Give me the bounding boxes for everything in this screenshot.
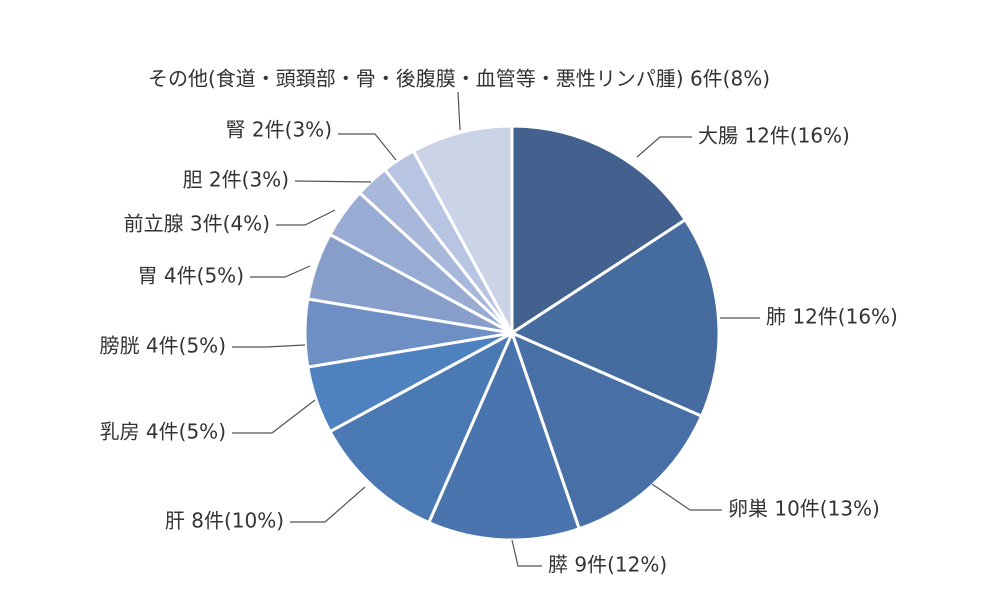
pie-slice-2: [509, 330, 704, 531]
slice-label-2: 卵巣 10件(13%): [728, 497, 880, 521]
leader-line-0: [636, 136, 692, 158]
pie-slice-4: [327, 329, 516, 525]
slice-label-5: 乳房 4件(5%): [100, 420, 226, 444]
leader-line-6: [232, 344, 306, 348]
slice-label-7: 胃 4件(5%): [138, 264, 244, 288]
slice-label-1: 肺 12件(16%): [766, 305, 898, 329]
leader-line-7: [250, 265, 311, 278]
slice-label-9: 胆 2件(3%): [183, 168, 289, 192]
pie-slice-1: [508, 217, 721, 419]
leader-lines: [232, 91, 760, 567]
slice-label-10: 腎 2件(3%): [226, 118, 332, 142]
pie-slice-11: [411, 124, 514, 334]
leader-line-10: [338, 133, 397, 161]
pie-slices: [303, 124, 721, 542]
leader-line-8: [276, 209, 336, 226]
slice-label-3: 膵 9件(12%): [548, 553, 667, 577]
leader-line-5: [232, 399, 316, 434]
leader-line-9: [294, 180, 372, 183]
slice-label-0: 大腸 12件(16%): [698, 124, 850, 148]
slice-label-4: 肝 8件(10%): [165, 509, 284, 533]
leader-line-3: [511, 539, 542, 567]
leader-line-4: [290, 486, 366, 523]
slice-labels: 大腸 12件(16%) 肺 12件(16%) 卵巣 10件(13%) 膵 9件(12%…: [100, 67, 898, 577]
slice-label-8: 前立腺 3件(4%): [124, 212, 270, 236]
slice-label-11: その他(食道・頭頚部・骨・後腹膜・血管等・悪性リンパ腫) 6件(8%): [148, 67, 770, 91]
leader-line-11: [457, 91, 461, 131]
pie-slice-0: [510, 124, 688, 336]
leader-line-2: [651, 483, 722, 511]
slice-label-6: 膀胱 4件(5%): [100, 334, 226, 358]
pie-slice-3: [426, 328, 582, 542]
